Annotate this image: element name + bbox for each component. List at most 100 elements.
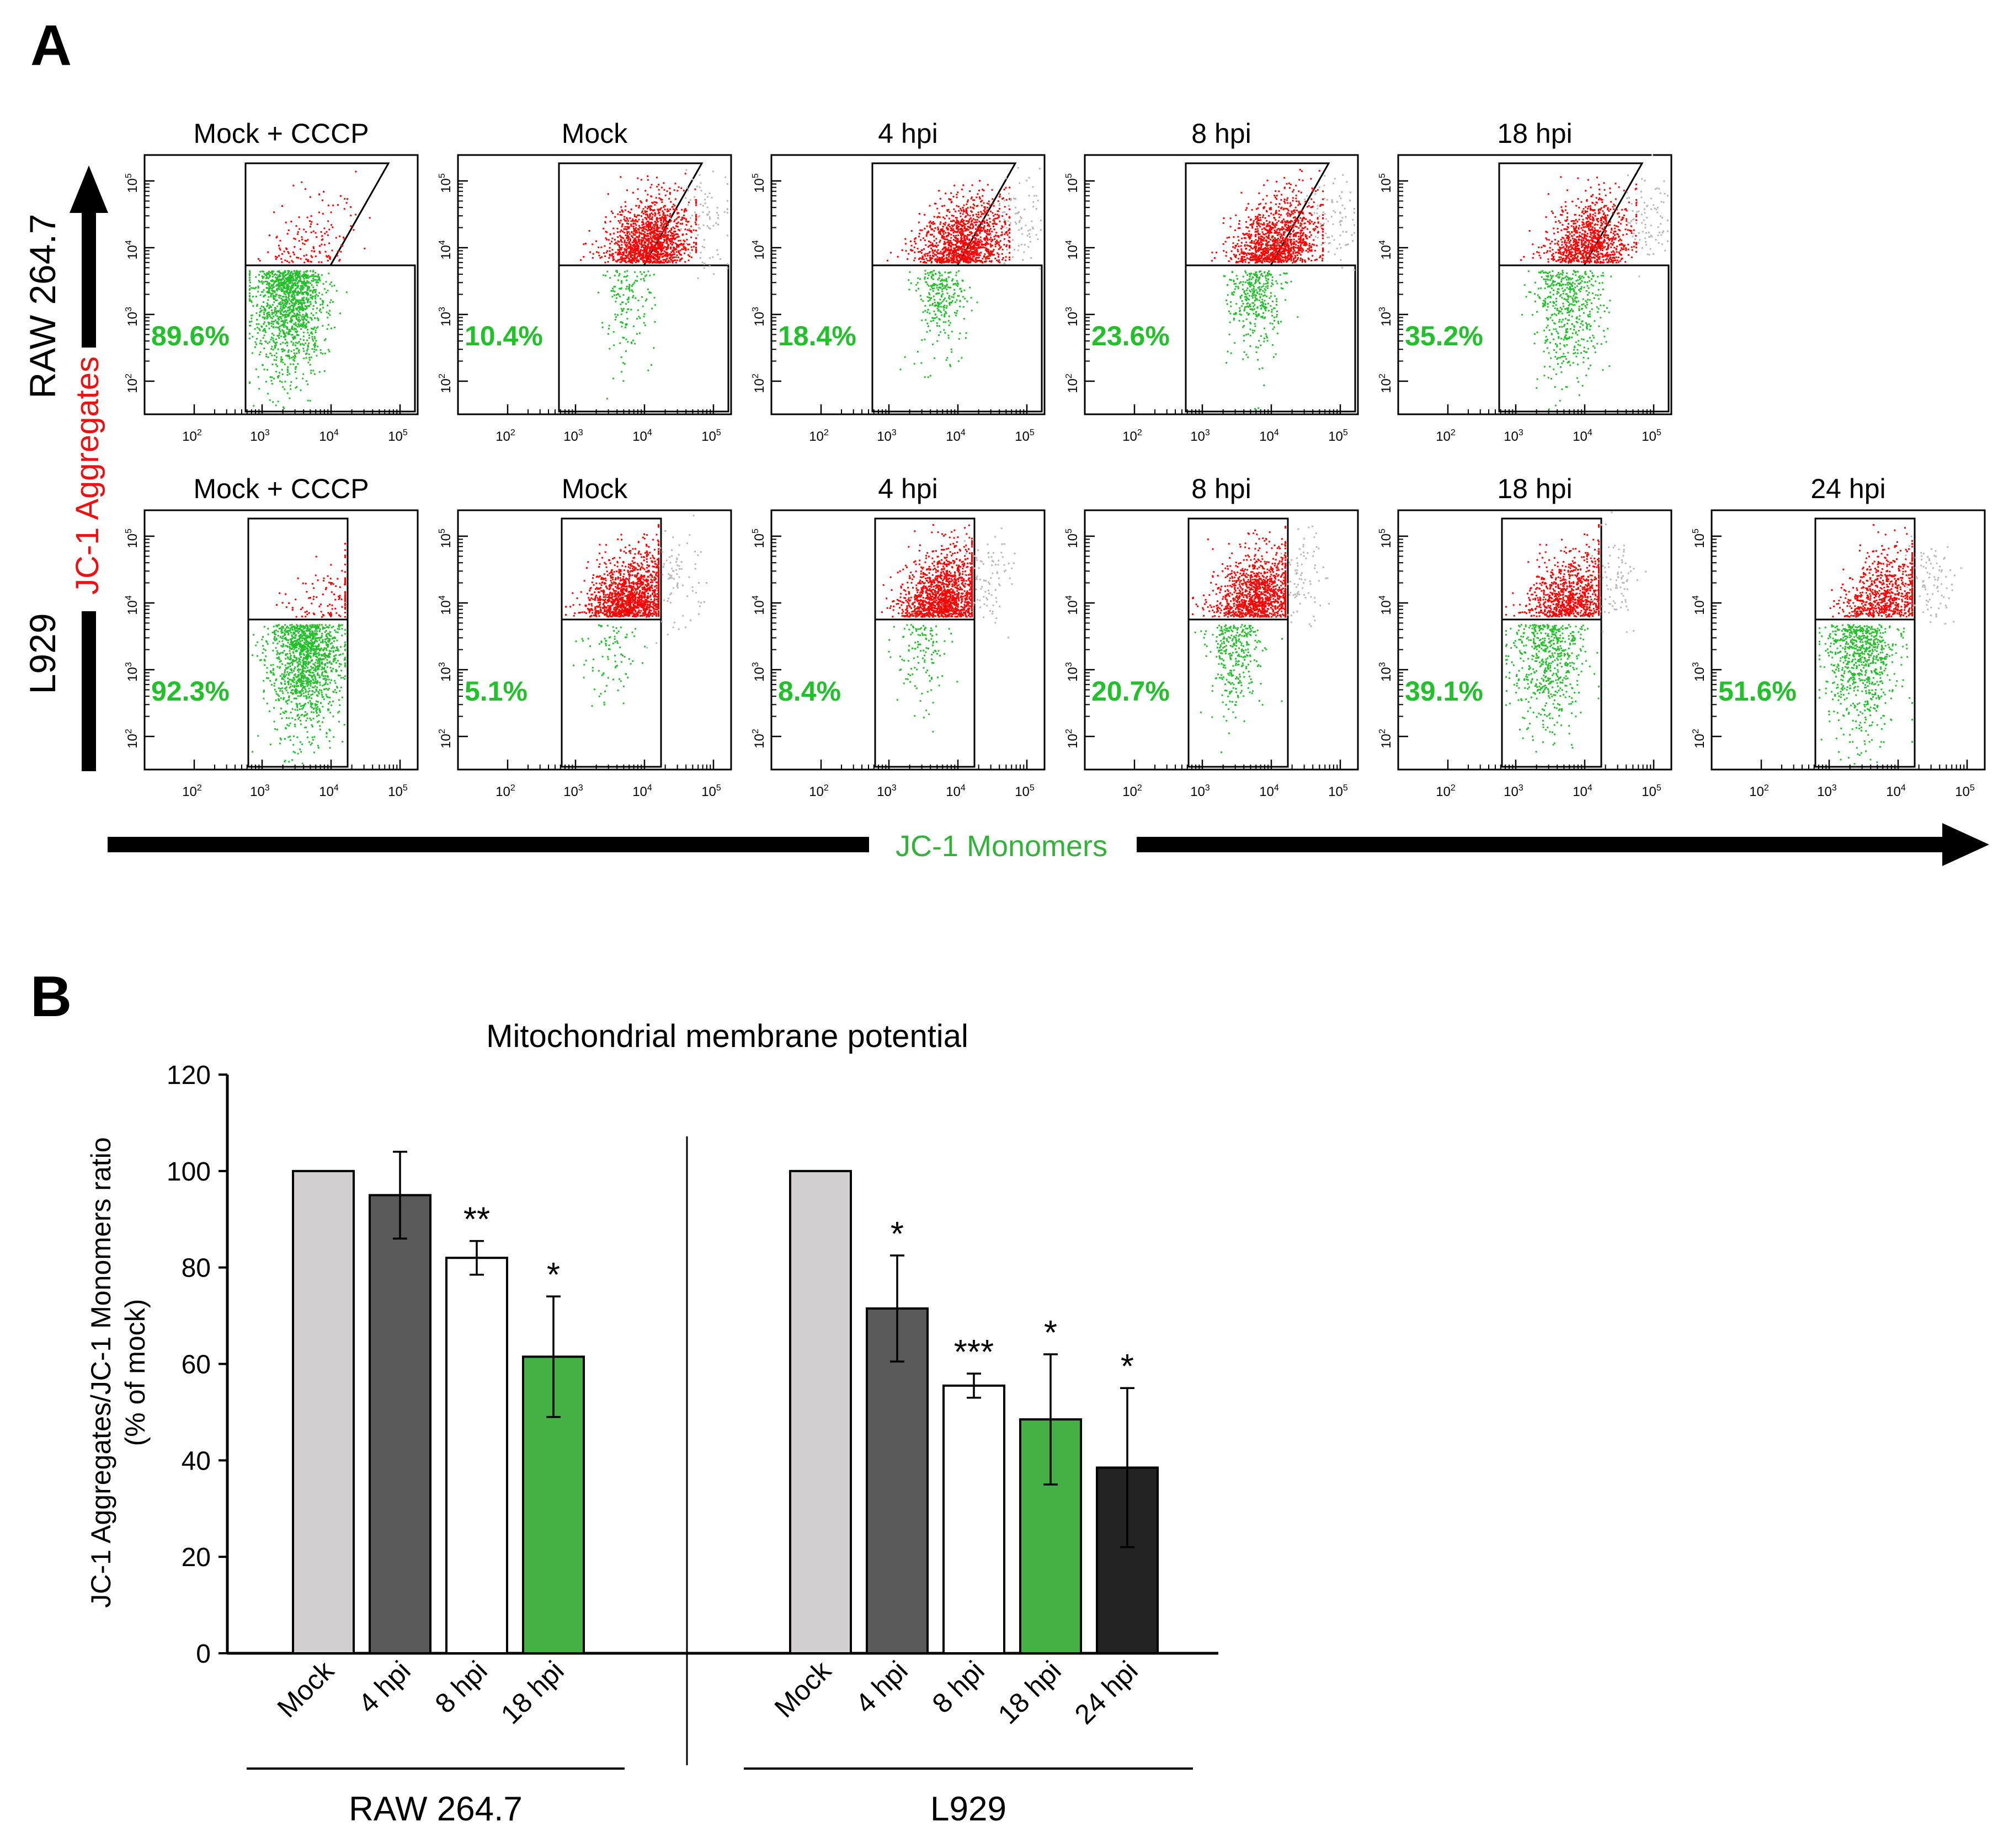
x-tick-label: 102 bbox=[495, 428, 515, 444]
plot-title: Mock bbox=[562, 473, 628, 504]
category-label: 4 hpi bbox=[353, 1655, 417, 1719]
tick-exponent: 2 bbox=[1378, 729, 1387, 734]
tick-exponent: 3 bbox=[1691, 662, 1701, 667]
x-arrow-shaft-left bbox=[108, 837, 869, 852]
tick-exponent: 5 bbox=[716, 428, 721, 437]
y-tick-label: 105 bbox=[124, 528, 140, 548]
tick-base: 10 bbox=[752, 178, 767, 193]
x-tick-label: 104 bbox=[632, 428, 652, 444]
aggregate-events bbox=[1829, 524, 1913, 618]
other-events bbox=[1302, 174, 1355, 271]
x-tick-label: 105 bbox=[1642, 783, 1661, 799]
tick-exponent: 3 bbox=[578, 783, 583, 793]
x-tick-label: 104 bbox=[632, 783, 652, 799]
tick-exponent: 5 bbox=[403, 783, 408, 793]
tick-exponent: 4 bbox=[751, 595, 760, 600]
y-tick-label: 104 bbox=[1378, 595, 1394, 615]
x-tick-label: 105 bbox=[388, 783, 408, 799]
significance-marker: * bbox=[547, 1256, 560, 1294]
y-axis-label-aggregates: JC-1 Aggregates bbox=[70, 356, 105, 595]
aggregate-events bbox=[580, 173, 697, 264]
y-axis-label-line2: (% of mock) bbox=[120, 1299, 151, 1446]
y-tick-label: 103 bbox=[1064, 662, 1080, 682]
tick-base: 10 bbox=[877, 429, 892, 444]
y-tick-label: 103 bbox=[751, 662, 767, 682]
bar bbox=[789, 1169, 852, 1654]
tick-exponent: 3 bbox=[1205, 428, 1210, 437]
tick-exponent: 4 bbox=[1691, 595, 1701, 600]
x-tick-label: 102 bbox=[495, 783, 515, 799]
tick-base: 10 bbox=[752, 378, 767, 393]
tick-exponent: 2 bbox=[510, 428, 515, 437]
y-tick-label: 120 bbox=[167, 1061, 211, 1090]
monomer-gate bbox=[1814, 618, 1916, 768]
y-tick-label: 102 bbox=[1378, 373, 1394, 393]
tick-exponent: 2 bbox=[124, 373, 134, 378]
tick-exponent: 2 bbox=[1764, 783, 1769, 793]
monomer-percent: 35.2% bbox=[1405, 321, 1483, 351]
y-tick-label: 80 bbox=[182, 1254, 211, 1283]
tick-base: 10 bbox=[125, 378, 140, 393]
monomer-percent: 18.4% bbox=[778, 321, 856, 351]
x-tick-label: 102 bbox=[182, 783, 202, 799]
tick-base: 10 bbox=[182, 429, 197, 444]
y-arrow-head bbox=[70, 165, 108, 213]
tick-exponent: 4 bbox=[961, 783, 966, 793]
x-tick-label: 105 bbox=[388, 428, 408, 444]
tick-base: 10 bbox=[1122, 784, 1137, 799]
x-tick-label: 105 bbox=[701, 428, 721, 444]
aggregate-events bbox=[881, 524, 973, 618]
plot-title: Mock bbox=[562, 118, 628, 149]
tick-exponent: 2 bbox=[510, 783, 515, 793]
y-tick-label: 103 bbox=[438, 307, 454, 327]
plot-frame bbox=[1711, 509, 1986, 771]
y-tick-label: 105 bbox=[438, 528, 454, 548]
x-tick-label: 102 bbox=[1122, 783, 1142, 799]
tick-exponent: 5 bbox=[1378, 173, 1387, 178]
x-tick-label: 105 bbox=[1642, 428, 1661, 444]
tick-base: 10 bbox=[701, 784, 716, 799]
tick-exponent: 3 bbox=[751, 662, 760, 667]
tick-exponent: 5 bbox=[1656, 428, 1661, 437]
tick-base: 10 bbox=[1122, 429, 1137, 444]
other-events bbox=[669, 169, 728, 279]
tick-base: 10 bbox=[125, 533, 140, 548]
category-label: Mock bbox=[769, 1654, 838, 1723]
tick-exponent: 2 bbox=[1451, 783, 1456, 793]
y-tick-label: 100 bbox=[167, 1157, 211, 1187]
other-events bbox=[1589, 511, 1647, 633]
tick-exponent: 4 bbox=[647, 428, 652, 437]
monomer-percent: 89.6% bbox=[151, 321, 230, 351]
tick-base: 10 bbox=[250, 429, 265, 444]
tick-base: 10 bbox=[1328, 784, 1343, 799]
tick-exponent: 2 bbox=[438, 373, 447, 378]
tick-exponent: 2 bbox=[1378, 373, 1387, 378]
tick-base: 10 bbox=[1692, 533, 1707, 548]
tick-base: 10 bbox=[319, 784, 334, 799]
plot-title: 4 hpi bbox=[878, 118, 937, 149]
tick-exponent: 4 bbox=[1378, 595, 1387, 600]
tick-exponent: 5 bbox=[403, 428, 408, 437]
tick-base: 10 bbox=[563, 429, 578, 444]
x-tick-label: 103 bbox=[563, 428, 583, 444]
tick-exponent: 4 bbox=[1378, 240, 1387, 245]
significance-marker: * bbox=[1044, 1314, 1057, 1352]
monomer-gate bbox=[558, 264, 729, 413]
y-tick-label: 103 bbox=[1378, 307, 1394, 327]
tick-base: 10 bbox=[752, 600, 767, 615]
tick-exponent: 2 bbox=[751, 729, 760, 734]
tick-exponent: 5 bbox=[751, 173, 760, 178]
tick-base: 10 bbox=[439, 178, 454, 193]
tick-exponent: 4 bbox=[438, 240, 447, 245]
tick-base: 10 bbox=[1692, 734, 1707, 749]
tick-base: 10 bbox=[1328, 429, 1343, 444]
tick-base: 10 bbox=[182, 784, 197, 799]
plot-title: 8 hpi bbox=[1191, 473, 1251, 504]
plot-frame bbox=[1397, 154, 1672, 415]
tick-base: 10 bbox=[752, 667, 767, 682]
category-label: 18 hpi bbox=[495, 1655, 570, 1730]
y-tick-label: 103 bbox=[751, 307, 767, 327]
monomer-events bbox=[1223, 270, 1299, 410]
